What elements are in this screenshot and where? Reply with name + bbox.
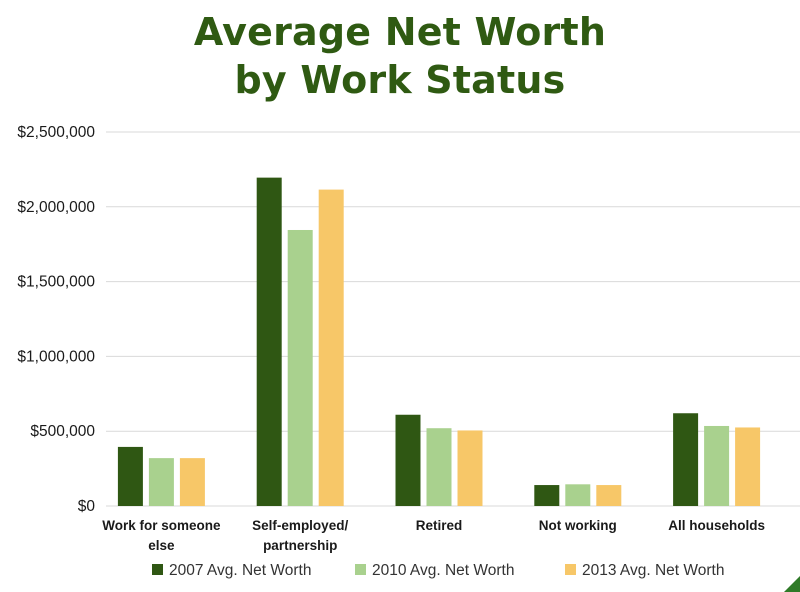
bar [704, 425, 730, 506]
legend-swatch [355, 564, 366, 575]
bar [457, 430, 483, 506]
x-tick-label: Retired [416, 518, 463, 533]
y-tick-label: $0 [78, 498, 96, 515]
bar [395, 414, 421, 506]
legend-label: 2007 Avg. Net Worth [169, 562, 311, 579]
y-tick-label: $2,000,000 [17, 199, 95, 216]
legend-label: 2010 Avg. Net Worth [372, 562, 514, 579]
bar [565, 484, 591, 506]
y-tick-label: $500,000 [30, 423, 95, 440]
legend-label: 2013 Avg. Net Worth [582, 562, 724, 579]
bar [318, 189, 344, 506]
x-tick-label: Self-employed/ [252, 518, 348, 533]
bar [596, 485, 622, 506]
y-tick-label: $2,500,000 [17, 124, 95, 141]
legend-swatch [152, 564, 163, 575]
bar [735, 427, 761, 506]
legend-swatch [565, 564, 576, 575]
x-tick-label: Work for someone [102, 518, 221, 533]
bar [287, 229, 313, 506]
chart-title-line-2: by Work Status [234, 58, 566, 102]
chart-title: Average Net Worth by Work Status [0, 8, 800, 104]
y-tick-label: $1,500,000 [17, 274, 95, 291]
y-tick-label: $1,000,000 [17, 348, 95, 365]
x-tick-label: All households [668, 518, 765, 533]
bar [179, 458, 205, 506]
corner-accent [784, 576, 800, 592]
bar [673, 413, 699, 506]
bar [534, 485, 560, 506]
bar [117, 446, 143, 506]
bar [148, 458, 174, 506]
bar [426, 428, 452, 506]
bar [256, 177, 282, 507]
chart-title-line-1: Average Net Worth [193, 10, 607, 54]
x-tick-label: else [148, 538, 175, 553]
x-tick-label: Not working [539, 518, 617, 533]
x-tick-label: partnership [263, 538, 337, 553]
